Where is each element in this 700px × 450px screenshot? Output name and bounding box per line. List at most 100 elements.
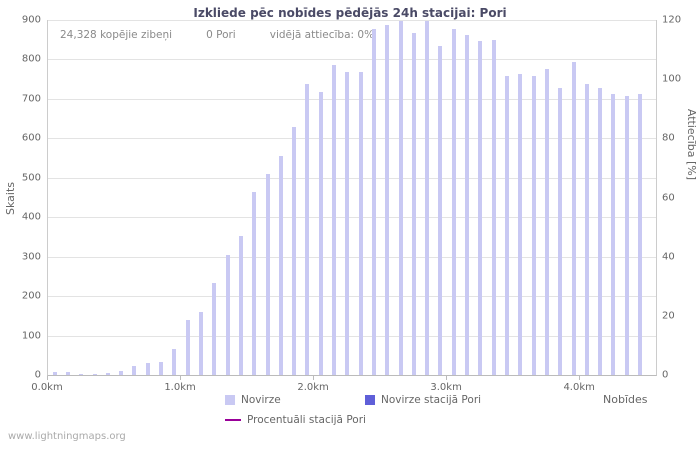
gridline bbox=[48, 138, 656, 140]
gridline bbox=[48, 296, 656, 298]
x-tick-mark bbox=[47, 376, 48, 380]
y-left-tick-label: 700 bbox=[21, 93, 41, 105]
y-axis-label-left: Skaits bbox=[4, 182, 17, 215]
y-right-tick-label: 80 bbox=[662, 132, 675, 144]
legend-label-novirze: Novirze bbox=[241, 394, 281, 406]
legend-swatch-procentuali bbox=[225, 419, 241, 421]
bar bbox=[638, 93, 643, 375]
y-left-tick-label: 600 bbox=[21, 132, 41, 144]
legend-label-novirze-stacija: Novirze stacijā Pori bbox=[381, 394, 482, 406]
x-tick-mark bbox=[180, 376, 182, 380]
y-left-tick-label: 100 bbox=[21, 330, 41, 342]
bar bbox=[92, 373, 97, 375]
x-tick-mark bbox=[446, 376, 448, 380]
bar bbox=[65, 371, 70, 375]
bar bbox=[531, 76, 536, 375]
bar bbox=[598, 87, 603, 375]
bar bbox=[345, 72, 350, 375]
stat-total-strikes: 24,328 kopējie zibeņi bbox=[60, 29, 173, 41]
stats-line: 24,328 kopējie zibeņi 0 Pori vidējā attiec… bbox=[60, 29, 408, 41]
y-right-tick-label: 120 bbox=[662, 14, 682, 26]
gridline bbox=[48, 256, 656, 258]
stat-station-strikes: 0 Pori bbox=[206, 29, 236, 41]
bar bbox=[238, 236, 243, 375]
bar bbox=[145, 363, 150, 375]
bar bbox=[172, 349, 177, 375]
legend-item-novirze: Novirze bbox=[225, 394, 281, 406]
x-tick-label: 3.0km bbox=[430, 382, 462, 393]
legend-swatch-novirze-stacija bbox=[365, 395, 375, 405]
bar bbox=[491, 39, 496, 375]
bar bbox=[398, 20, 403, 375]
stat-average-ratio: vidējā attiecība: 0% bbox=[269, 29, 375, 41]
gridline bbox=[48, 98, 656, 100]
y-left-tick-label: 300 bbox=[21, 251, 41, 263]
bar bbox=[159, 362, 164, 375]
plot-area bbox=[47, 20, 657, 376]
bar bbox=[318, 91, 323, 375]
bar bbox=[478, 40, 483, 375]
x-tick-mark bbox=[313, 376, 315, 380]
gridline bbox=[48, 177, 656, 179]
y-right-tick-label: 40 bbox=[662, 251, 675, 263]
y-axis-label-right: Attiecība [%] bbox=[685, 108, 698, 180]
bar bbox=[292, 126, 297, 375]
bar bbox=[252, 191, 257, 375]
gridline bbox=[48, 59, 656, 61]
bar bbox=[225, 254, 230, 375]
bar bbox=[198, 311, 203, 375]
y-right-tick-label: 20 bbox=[662, 310, 675, 322]
bar bbox=[265, 173, 270, 375]
bar bbox=[611, 93, 616, 375]
bar bbox=[571, 62, 576, 375]
bar bbox=[119, 371, 124, 375]
bar bbox=[544, 69, 549, 375]
legend-swatch-novirze bbox=[225, 395, 235, 405]
watermark-link: www.lightningmaps.org bbox=[8, 431, 126, 442]
x-tick-label: 2.0km bbox=[297, 382, 329, 393]
bar bbox=[79, 373, 84, 375]
x-tick-label: 1.0km bbox=[164, 382, 196, 393]
bar bbox=[624, 95, 629, 375]
y-left-tick-label: 0 bbox=[34, 369, 41, 381]
bar bbox=[465, 34, 470, 375]
bar bbox=[52, 371, 57, 375]
x-tick-mark bbox=[579, 376, 581, 380]
legend-item-novirze-stacija: Novirze stacijā Pori bbox=[365, 394, 481, 406]
gridline bbox=[48, 335, 656, 337]
gridline bbox=[48, 217, 656, 219]
bar bbox=[305, 83, 310, 375]
bar bbox=[438, 46, 443, 375]
x-tick-label: 0.0km bbox=[31, 382, 63, 393]
bar bbox=[212, 283, 217, 375]
bar bbox=[411, 32, 416, 375]
chart-title: Izkliede pēc nobīdes pēdējās 24h stacija… bbox=[193, 6, 507, 20]
y-left-tick-label: 500 bbox=[21, 172, 41, 184]
bar bbox=[278, 156, 283, 375]
bar bbox=[371, 28, 376, 375]
y-left-tick-label: 200 bbox=[21, 290, 41, 302]
legend-label-procentuali: Procentuāli stacijā Pori bbox=[247, 414, 366, 426]
bar bbox=[504, 76, 509, 375]
y-right-tick-label: 0 bbox=[662, 369, 669, 381]
x-axis-label: Nobīdes bbox=[603, 393, 648, 406]
bar bbox=[425, 21, 430, 375]
y-left-tick-label: 900 bbox=[21, 14, 41, 26]
gridline bbox=[48, 20, 656, 21]
bar bbox=[132, 366, 137, 375]
bar bbox=[584, 83, 589, 375]
legend-item-procentuali: Procentuāli stacijā Pori bbox=[225, 414, 366, 426]
bar bbox=[451, 28, 456, 375]
bar bbox=[518, 74, 523, 375]
x-tick-label: 4.0km bbox=[563, 382, 595, 393]
bar bbox=[558, 87, 563, 375]
y-right-tick-label: 60 bbox=[662, 192, 675, 203]
bar bbox=[358, 72, 363, 375]
y-left-tick-label: 400 bbox=[21, 211, 41, 223]
bar bbox=[105, 373, 110, 375]
bar bbox=[385, 24, 390, 375]
y-right-tick-label: 100 bbox=[662, 73, 682, 85]
y-left-tick-label: 800 bbox=[21, 53, 41, 65]
bar bbox=[332, 65, 337, 375]
